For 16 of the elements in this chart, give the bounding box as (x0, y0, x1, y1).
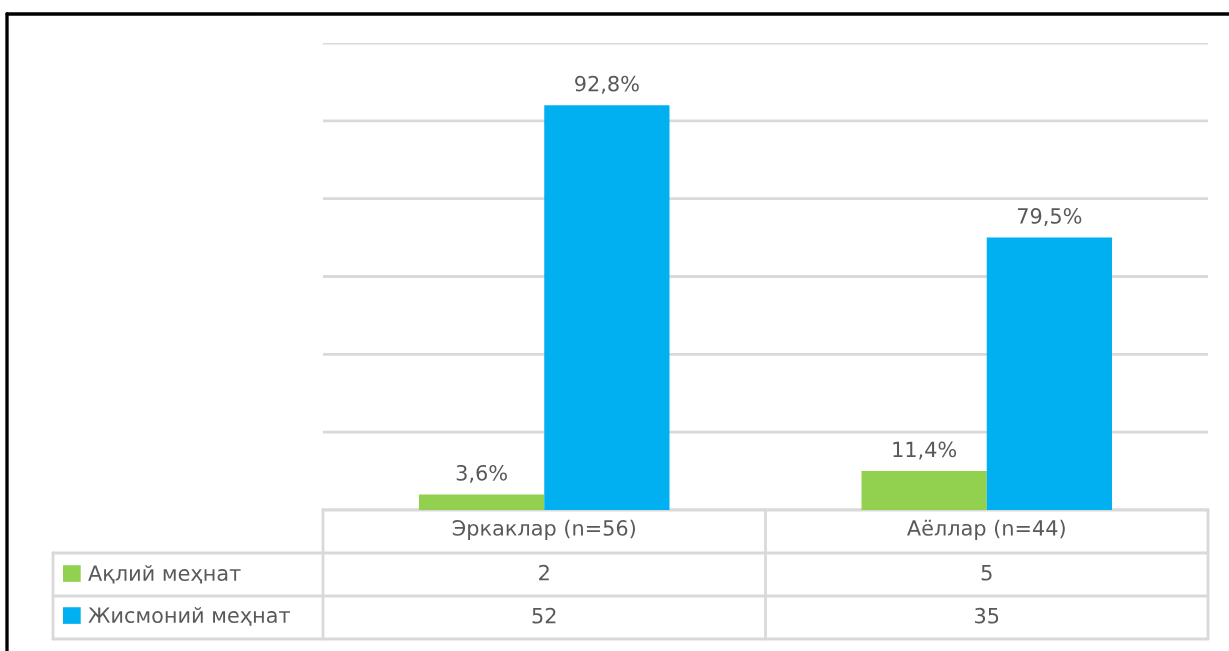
bar (419, 494, 545, 510)
annotation: 92,8% (575, 75, 639, 94)
annotation: 11,4% (893, 441, 957, 460)
legend-label: Ақлий меҳнат (88, 565, 241, 584)
data-label: 52 (532, 607, 556, 624)
bar (986, 237, 1112, 510)
data-label: 5 (981, 565, 992, 581)
x-tick-label: Аёллар (n=44) (907, 519, 1065, 540)
bar (861, 471, 987, 510)
x-tick-label: Эркаклар (n=56) (452, 519, 635, 540)
annotation: 3,6% (456, 464, 507, 483)
data-label: 35 (975, 607, 999, 624)
data-label: 2 (539, 564, 549, 581)
bar (544, 105, 670, 510)
annotation: 79,5% (1017, 208, 1082, 226)
legend-label: Жисмоний меҳнат (88, 607, 290, 626)
